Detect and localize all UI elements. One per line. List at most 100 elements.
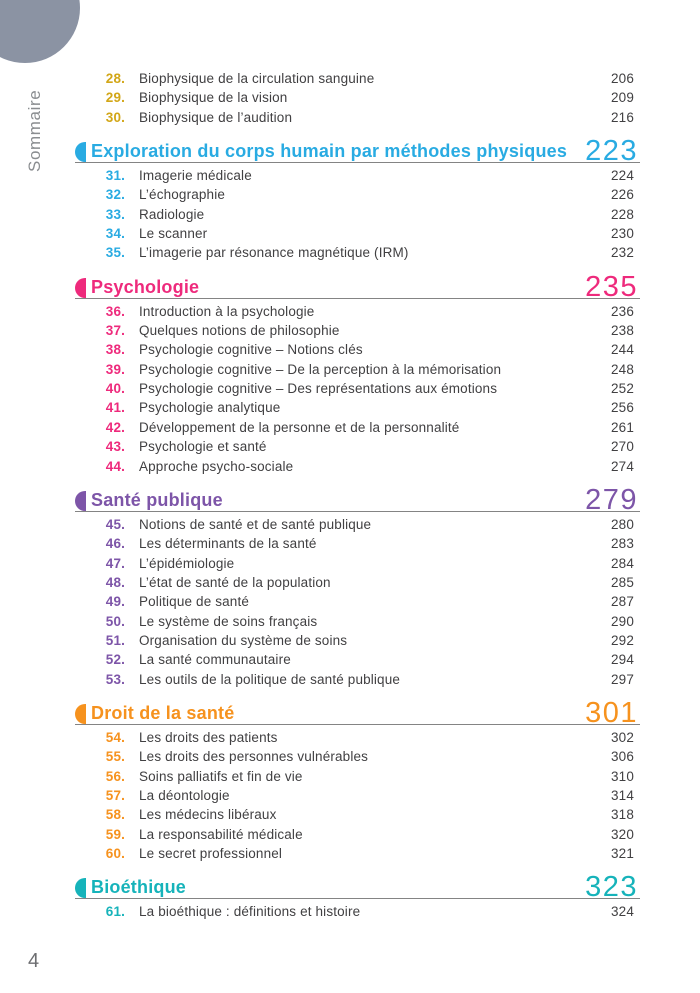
entry-number: 38.	[105, 342, 125, 358]
entry-title: Le système de soins français	[139, 613, 318, 629]
section-title: Psychologie	[91, 276, 200, 297]
toc-entry: 51. Organisation du système de soins 292	[75, 633, 640, 652]
toc-entry: 33. Radiologie 228	[75, 207, 640, 226]
entry-title: Psychologie analytique	[139, 400, 281, 416]
toc-entry: 39. Psychologie cognitive – De la percept…	[75, 362, 640, 381]
entry-number: 59.	[105, 826, 125, 842]
entry-number: 56.	[105, 768, 125, 784]
entry-title: Notions de santé et de santé publique	[139, 516, 372, 532]
entry-title: Psychologie cognitive – De la perception…	[139, 361, 502, 377]
toc-entry: 49. Politique de santé 287	[75, 594, 640, 613]
entry-number: 53.	[105, 671, 125, 687]
section-bullet-icon	[75, 277, 86, 298]
section-page-number: 223	[585, 135, 638, 168]
toc-entry: 56. Soins palliatifs et fin de vie 310	[75, 769, 640, 788]
entry-number: 60.	[105, 846, 125, 861]
section-title: Santé publique	[91, 489, 223, 510]
section-bullet-icon	[75, 878, 86, 899]
entry-number: 39.	[105, 361, 125, 377]
section-bullet-icon	[75, 703, 86, 724]
entry-title: L’état de santé de la population	[139, 574, 331, 590]
entry-page-number: 236	[611, 303, 634, 319]
entry-page-number: 238	[611, 323, 634, 339]
entry-page-number: 226	[611, 187, 634, 203]
entry-title: La responsabilité médicale	[139, 826, 303, 842]
section-page-number: 323	[585, 871, 638, 904]
entry-title: Radiologie	[139, 206, 205, 222]
toc-entry: 55. Les droits des personnes vulnérables 3…	[75, 749, 640, 768]
entry-page-number: 224	[611, 168, 634, 184]
toc-entry: 50. Le système de soins français 290	[75, 614, 640, 633]
section-bullet-icon	[75, 142, 86, 163]
toc-entry: 61. La bioéthique : définitions et histoi…	[75, 904, 640, 923]
entry-number: 35.	[105, 245, 125, 261]
entry-number: 45.	[105, 516, 125, 532]
entry-title: Psychologie et santé	[139, 439, 267, 455]
entry-title: La bioéthique : définitions et histoire	[139, 904, 361, 920]
entry-page-number: 294	[611, 652, 634, 668]
section-title: Bioéthique	[91, 877, 186, 898]
entry-title: Développement de la personne et de la pe…	[139, 419, 460, 435]
entry-number: 30.	[105, 109, 125, 125]
entry-number: 47.	[105, 555, 125, 571]
entry-page-number: 318	[611, 807, 634, 823]
section-title: Droit de la santé	[91, 702, 235, 723]
entry-number: 48.	[105, 574, 125, 590]
entry-number: 55.	[105, 749, 125, 765]
entry-number: 29.	[105, 90, 125, 106]
entry-title: Les droits des personnes vulnérables	[139, 749, 369, 765]
sidebar-vertical-label: Sommaire	[25, 89, 44, 172]
toc-entry: 48. L’état de santé de la population 285	[75, 575, 640, 594]
entry-title: Le scanner	[139, 226, 208, 242]
toc-entry: 59. La responsabilité médicale 320	[75, 827, 640, 846]
toc-entry: 36. Introduction à la psychologie 236	[75, 304, 640, 323]
entry-number: 49.	[105, 594, 125, 610]
toc-entry: 38. Psychologie cognitive – Notions clés 2…	[75, 342, 640, 361]
toc-entry: 46. Les déterminants de la santé 283	[75, 536, 640, 555]
toc-entry: 53. Les outils de la politique de santé p…	[75, 672, 640, 691]
folio-page-number: 4	[28, 950, 40, 972]
entry-number: 32.	[105, 187, 125, 203]
entry-title: Les outils de la politique de santé publ…	[139, 671, 401, 687]
section-page-number: 301	[585, 696, 638, 729]
toc-entry: 31. Imagerie médicale 224	[75, 168, 640, 187]
entry-title: La déontologie	[139, 787, 230, 803]
toc-entry: 29. Biophysique de la vision 209	[75, 90, 640, 109]
entry-number: 37.	[105, 323, 125, 339]
entry-number: 34.	[105, 226, 125, 242]
entry-number: 51.	[105, 632, 125, 648]
toc-entry: 54. Les droits des patients 302	[75, 730, 640, 749]
toc-entry: 43. Psychologie et santé 270	[75, 439, 640, 458]
entry-title: La santé communautaire	[139, 652, 291, 668]
section-page-number: 235	[585, 270, 638, 303]
section-header: Santé publique 279	[75, 485, 640, 514]
section-header: Bioéthique 323	[75, 871, 640, 904]
entry-title: Biophysique de l’audition	[139, 109, 293, 125]
entry-page-number: 320	[611, 826, 634, 842]
toc-entry: 47. L’épidémiologie 284	[75, 556, 640, 575]
entry-page-number: 290	[611, 613, 634, 629]
entry-title: L’échographie	[139, 187, 226, 203]
toc-entry: 58. Les médecins libéraux 318	[75, 807, 640, 826]
entry-page-number: 274	[611, 458, 634, 474]
toc-entry: 37. Quelques notions de philosophie 238	[75, 323, 640, 342]
toc-entry: 32. L’échographie 226	[75, 187, 640, 206]
section-bullet-icon	[75, 490, 86, 511]
entry-page-number: 314	[611, 787, 634, 803]
section-title: Exploration du corps humain par méthodes…	[91, 141, 568, 162]
entry-title: Biophysique de la circulation sanguine	[139, 71, 375, 86]
entry-title: Organisation du système de soins	[139, 632, 348, 648]
toc-entry: 28. Biophysique de la circulation sanguin…	[75, 71, 640, 90]
entry-title: Politique de santé	[139, 594, 250, 610]
entry-number: 42.	[105, 419, 125, 435]
entry-number: 54.	[105, 729, 125, 745]
entry-number: 28.	[105, 71, 125, 86]
entry-page-number: 292	[611, 632, 634, 648]
entry-title: Les droits des patients	[139, 729, 278, 745]
entry-title: L’épidémiologie	[139, 555, 235, 571]
entry-number: 43.	[105, 439, 125, 455]
entry-page-number: 270	[611, 439, 634, 455]
toc-entry: 30. Biophysique de l’audition 216	[75, 110, 640, 129]
toc-entry: 57. La déontologie 314	[75, 788, 640, 807]
entry-page-number: 232	[611, 245, 634, 261]
